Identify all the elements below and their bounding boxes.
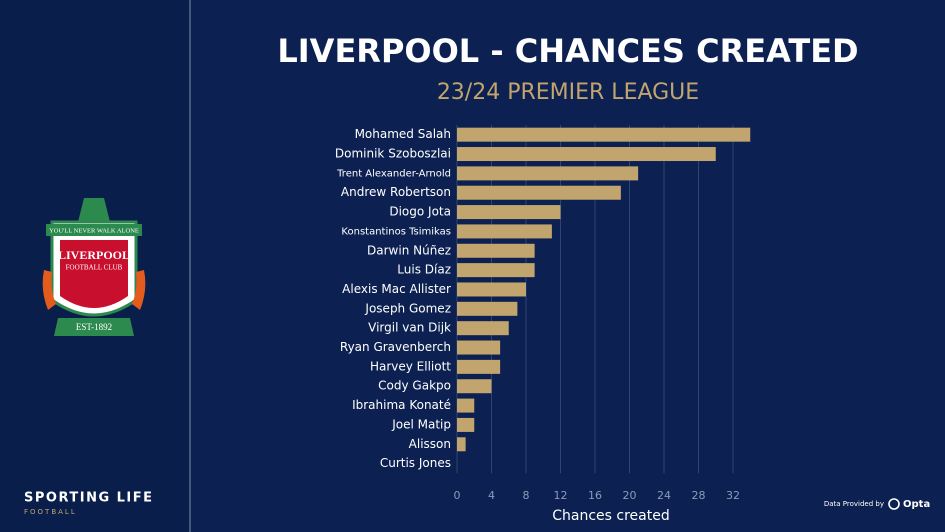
bar	[457, 398, 475, 413]
bar	[457, 379, 492, 394]
y-tick-label: Konstantinos Tsimikas	[341, 226, 451, 237]
y-tick-label: Virgil van Dijk	[368, 321, 451, 335]
bar	[457, 321, 509, 336]
brand: SPORTING LIFE	[24, 491, 154, 506]
chart-subtitle: 23/24 PREMIER LEAGUE	[437, 80, 699, 105]
x-tick-label: 24	[657, 489, 671, 502]
bar	[457, 243, 535, 258]
x-tick-label: 32	[726, 489, 740, 502]
crest-motto: YOU'LL NEVER WALK ALONE	[49, 227, 139, 234]
y-tick-label: Darwin Núñez	[367, 243, 451, 257]
crest-gate	[78, 198, 110, 222]
chart-title: LIVERPOOL - CHANCES CREATED	[277, 32, 858, 70]
y-tick-label: Trent Alexander-Arnold	[336, 168, 451, 179]
bar	[457, 437, 466, 452]
credit: Data Provided by	[824, 500, 884, 508]
y-tick-label: Diogo Jota	[389, 205, 451, 219]
y-tick-label: Dominik Szoboszlai	[335, 147, 451, 161]
y-tick-label: Joseph Gomez	[364, 301, 451, 315]
bar	[457, 224, 552, 239]
x-tick-label: 16	[588, 489, 602, 502]
bar	[457, 359, 501, 374]
crest-name: LIVERPOOL	[58, 248, 130, 262]
crest-est: EST-1892	[76, 322, 112, 332]
bar	[457, 185, 621, 200]
crest-base	[54, 318, 134, 336]
y-tick-label: Mohamed Salah	[355, 127, 451, 141]
crest-inner	[60, 240, 128, 308]
brand-sub: FOOTBALL	[24, 508, 77, 516]
bar	[457, 282, 526, 297]
x-axis-label: Chances created	[552, 508, 669, 524]
y-tick-label: Joel Matip	[391, 417, 451, 431]
provider: Opta	[903, 499, 930, 510]
x-tick-label: 28	[692, 489, 706, 502]
x-tick-label: 12	[554, 489, 568, 502]
y-tick-label: Harvey Elliott	[370, 359, 451, 373]
y-tick-label: Alisson	[409, 437, 451, 451]
provider-icon	[888, 498, 900, 510]
x-tick-label: 8	[523, 489, 530, 502]
y-tick-label: Curtis Jones	[380, 456, 451, 470]
bar	[457, 166, 639, 181]
bar	[457, 205, 561, 220]
y-tick-label: Luis Díaz	[397, 263, 451, 277]
bar	[457, 127, 751, 142]
bar	[457, 417, 475, 432]
bar	[457, 147, 716, 162]
y-tick-label: Ryan Gravenberch	[340, 340, 451, 354]
crest-club: FOOTBALL CLUB	[66, 264, 123, 272]
bar	[457, 340, 501, 355]
x-tick-label: 4	[488, 489, 495, 502]
bar	[457, 301, 518, 316]
x-tick-label: 0	[454, 489, 461, 502]
y-tick-label: Andrew Robertson	[341, 185, 451, 199]
crest-banner	[46, 224, 142, 236]
crest-flames	[42, 270, 146, 310]
bar	[457, 263, 535, 278]
x-tick-label: 20	[623, 489, 637, 502]
y-tick-label: Cody Gakpo	[378, 379, 451, 393]
y-tick-label: Ibrahima Konaté	[352, 398, 451, 412]
crest: YOU'LL NEVER WALK ALONE LIVERPOOL FOOTBA…	[42, 198, 146, 336]
y-tick-label: Alexis Mac Allister	[342, 282, 451, 296]
